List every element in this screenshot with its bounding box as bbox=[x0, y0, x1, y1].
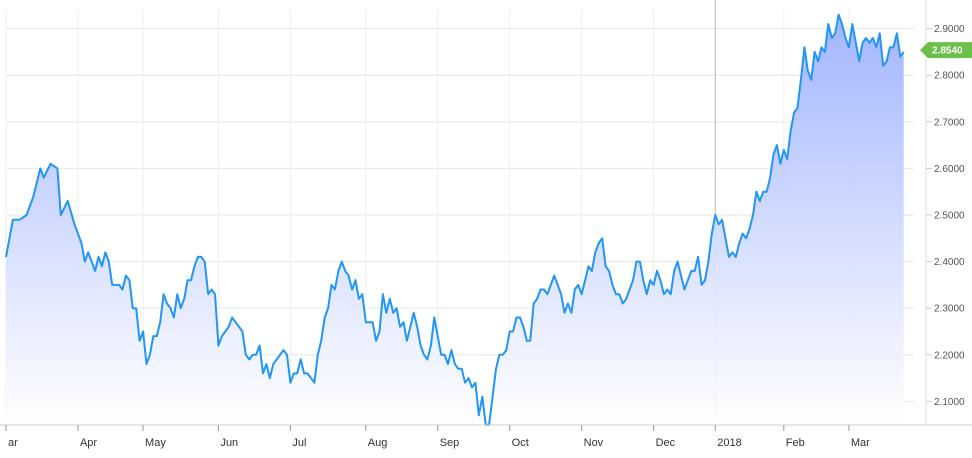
y-tick-label: 2.2000 bbox=[934, 350, 965, 361]
last-value-label: 2.8540 bbox=[932, 46, 963, 57]
x-tick-label: Apr bbox=[80, 437, 97, 449]
x-tick-label: Jul bbox=[292, 437, 306, 449]
x-tick-label: Feb bbox=[786, 437, 805, 449]
x-tick-label: Aug bbox=[368, 437, 388, 449]
y-tick-label: 2.8000 bbox=[934, 71, 965, 82]
y-tick-label: 2.4000 bbox=[934, 257, 965, 268]
last-value-badge-shape bbox=[920, 42, 972, 59]
series-line bbox=[5, 13, 905, 426]
x-tick-label: Oct bbox=[512, 437, 529, 449]
x-tick-label: 2018 bbox=[717, 437, 741, 449]
x-axis-labels: ar Apr May Jun Jul Aug Sep Oct Nov Dec 2018 Feb Mar bbox=[8, 437, 870, 449]
y-tick-label: 2.7000 bbox=[934, 117, 965, 128]
y-tick-label: 2.1000 bbox=[934, 397, 965, 408]
line-path bbox=[5, 13, 905, 426]
y-tick-label: 2.3000 bbox=[934, 304, 965, 315]
x-tick-label: ar bbox=[8, 437, 18, 449]
x-tick-label: Jun bbox=[220, 437, 238, 449]
x-tick-label: Mar bbox=[851, 437, 870, 449]
y-tick-label: 2.5000 bbox=[934, 211, 965, 222]
y-axis-labels: 2.9000 2.8000 2.7000 2.6000 2.5000 2.4000 2.30… bbox=[934, 24, 965, 408]
axes bbox=[0, 0, 972, 431]
x-tick-label: Sep bbox=[440, 437, 460, 449]
last-value-badge: 2.8540 bbox=[920, 42, 972, 59]
x-tick-label: Dec bbox=[656, 437, 676, 449]
y-tick-label: 2.9000 bbox=[934, 24, 965, 35]
y-tick-label: 2.6000 bbox=[934, 164, 965, 175]
x-tick-label: May bbox=[145, 437, 166, 449]
x-tick-label: Nov bbox=[584, 437, 604, 449]
